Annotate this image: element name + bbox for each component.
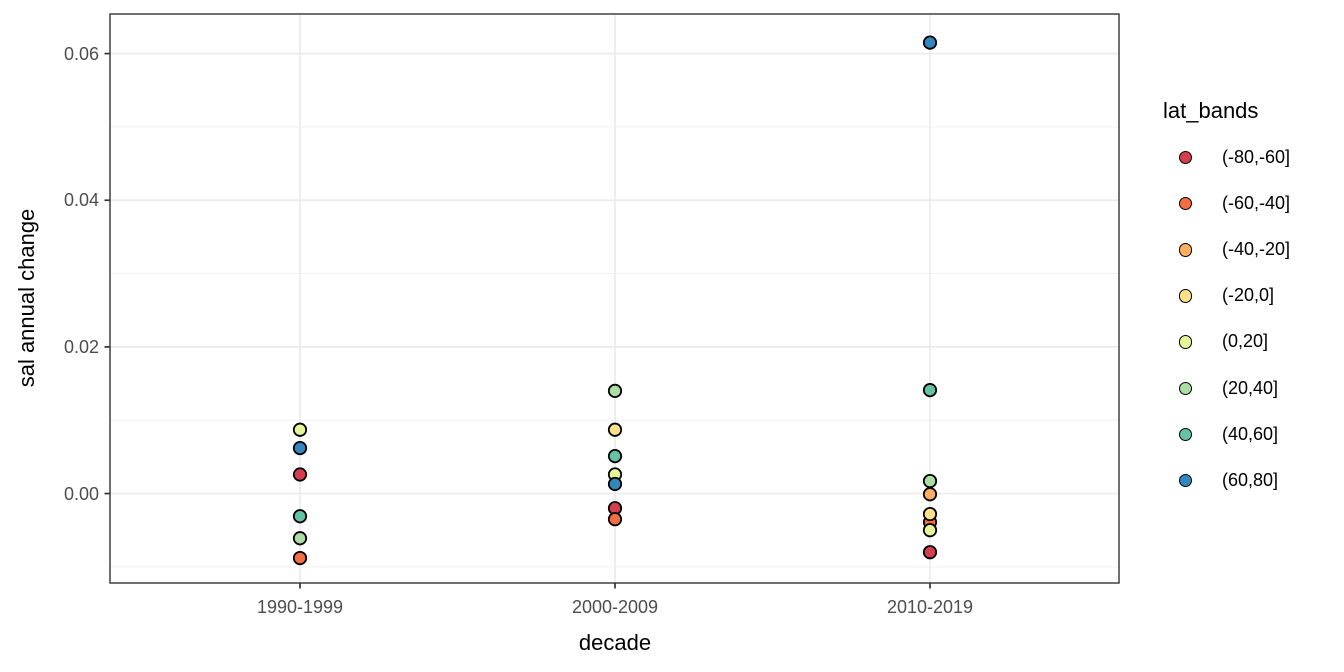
data-point — [922, 383, 938, 398]
legend-label: (60,80] — [1222, 469, 1279, 490]
legend-label: (40,60] — [1222, 423, 1279, 444]
legend-swatch-icon — [1179, 151, 1193, 165]
data-point — [607, 476, 623, 492]
legend-swatch-icon — [1179, 197, 1193, 211]
data-point — [292, 422, 308, 437]
legend-item: (60,80] — [1150, 467, 1340, 497]
legend-item: (-40,-20] — [1150, 236, 1340, 266]
legend-swatch-icon — [1179, 243, 1193, 257]
legend-label: (-20,0] — [1222, 285, 1275, 306]
legend-item: (20,40] — [1150, 375, 1340, 405]
y-tick-label: 0.04 — [63, 190, 99, 211]
x-tick-label: 2000-2009 — [571, 597, 659, 617]
x-tick-label: 1990-1999 — [256, 597, 344, 617]
x-tick-label: 2010-2019 — [886, 597, 974, 617]
data-point — [292, 440, 308, 456]
data-point — [922, 35, 938, 50]
legend-swatch-icon — [1179, 335, 1193, 349]
data-point — [607, 422, 623, 437]
data-point — [292, 509, 308, 524]
y-tick-label: 0.06 — [63, 43, 99, 64]
legend-label: (-40,-20] — [1222, 239, 1291, 260]
data-point — [607, 449, 623, 464]
data-point — [922, 545, 938, 560]
data-point — [292, 467, 308, 482]
data-point — [922, 487, 938, 502]
legend-swatch-icon — [1179, 427, 1193, 441]
legend-item: (-60,-40] — [1150, 190, 1340, 220]
data-point — [922, 506, 938, 522]
legend-label: (-60,-40] — [1222, 193, 1291, 214]
y-tick-label: 0.02 — [63, 336, 99, 357]
data-point — [607, 383, 623, 398]
data-point — [607, 512, 623, 527]
legend-label: (20,40] — [1222, 377, 1279, 398]
legend-item: (0,20] — [1150, 328, 1340, 358]
legend-swatch-icon — [1179, 289, 1193, 303]
legend-label: (0,20] — [1222, 331, 1269, 352]
legend-label: (-80,-60] — [1222, 147, 1291, 167]
x-axis-title: decade — [578, 630, 652, 655]
data-point — [922, 523, 938, 538]
legend-item: (-80,-60] — [1150, 144, 1340, 174]
y-axis-title: sal annual change — [14, 208, 39, 388]
legend-item: (40,60] — [1150, 421, 1340, 451]
legend-title: lat_bands — [1163, 98, 1259, 123]
data-point — [292, 531, 308, 546]
y-tick-label: 0.00 — [63, 483, 99, 504]
data-point — [922, 473, 938, 489]
legend-item: (-20,0] — [1150, 282, 1340, 312]
legend-swatch-icon — [1179, 381, 1193, 395]
data-point — [292, 550, 308, 566]
legend-swatch-icon — [1179, 473, 1193, 488]
